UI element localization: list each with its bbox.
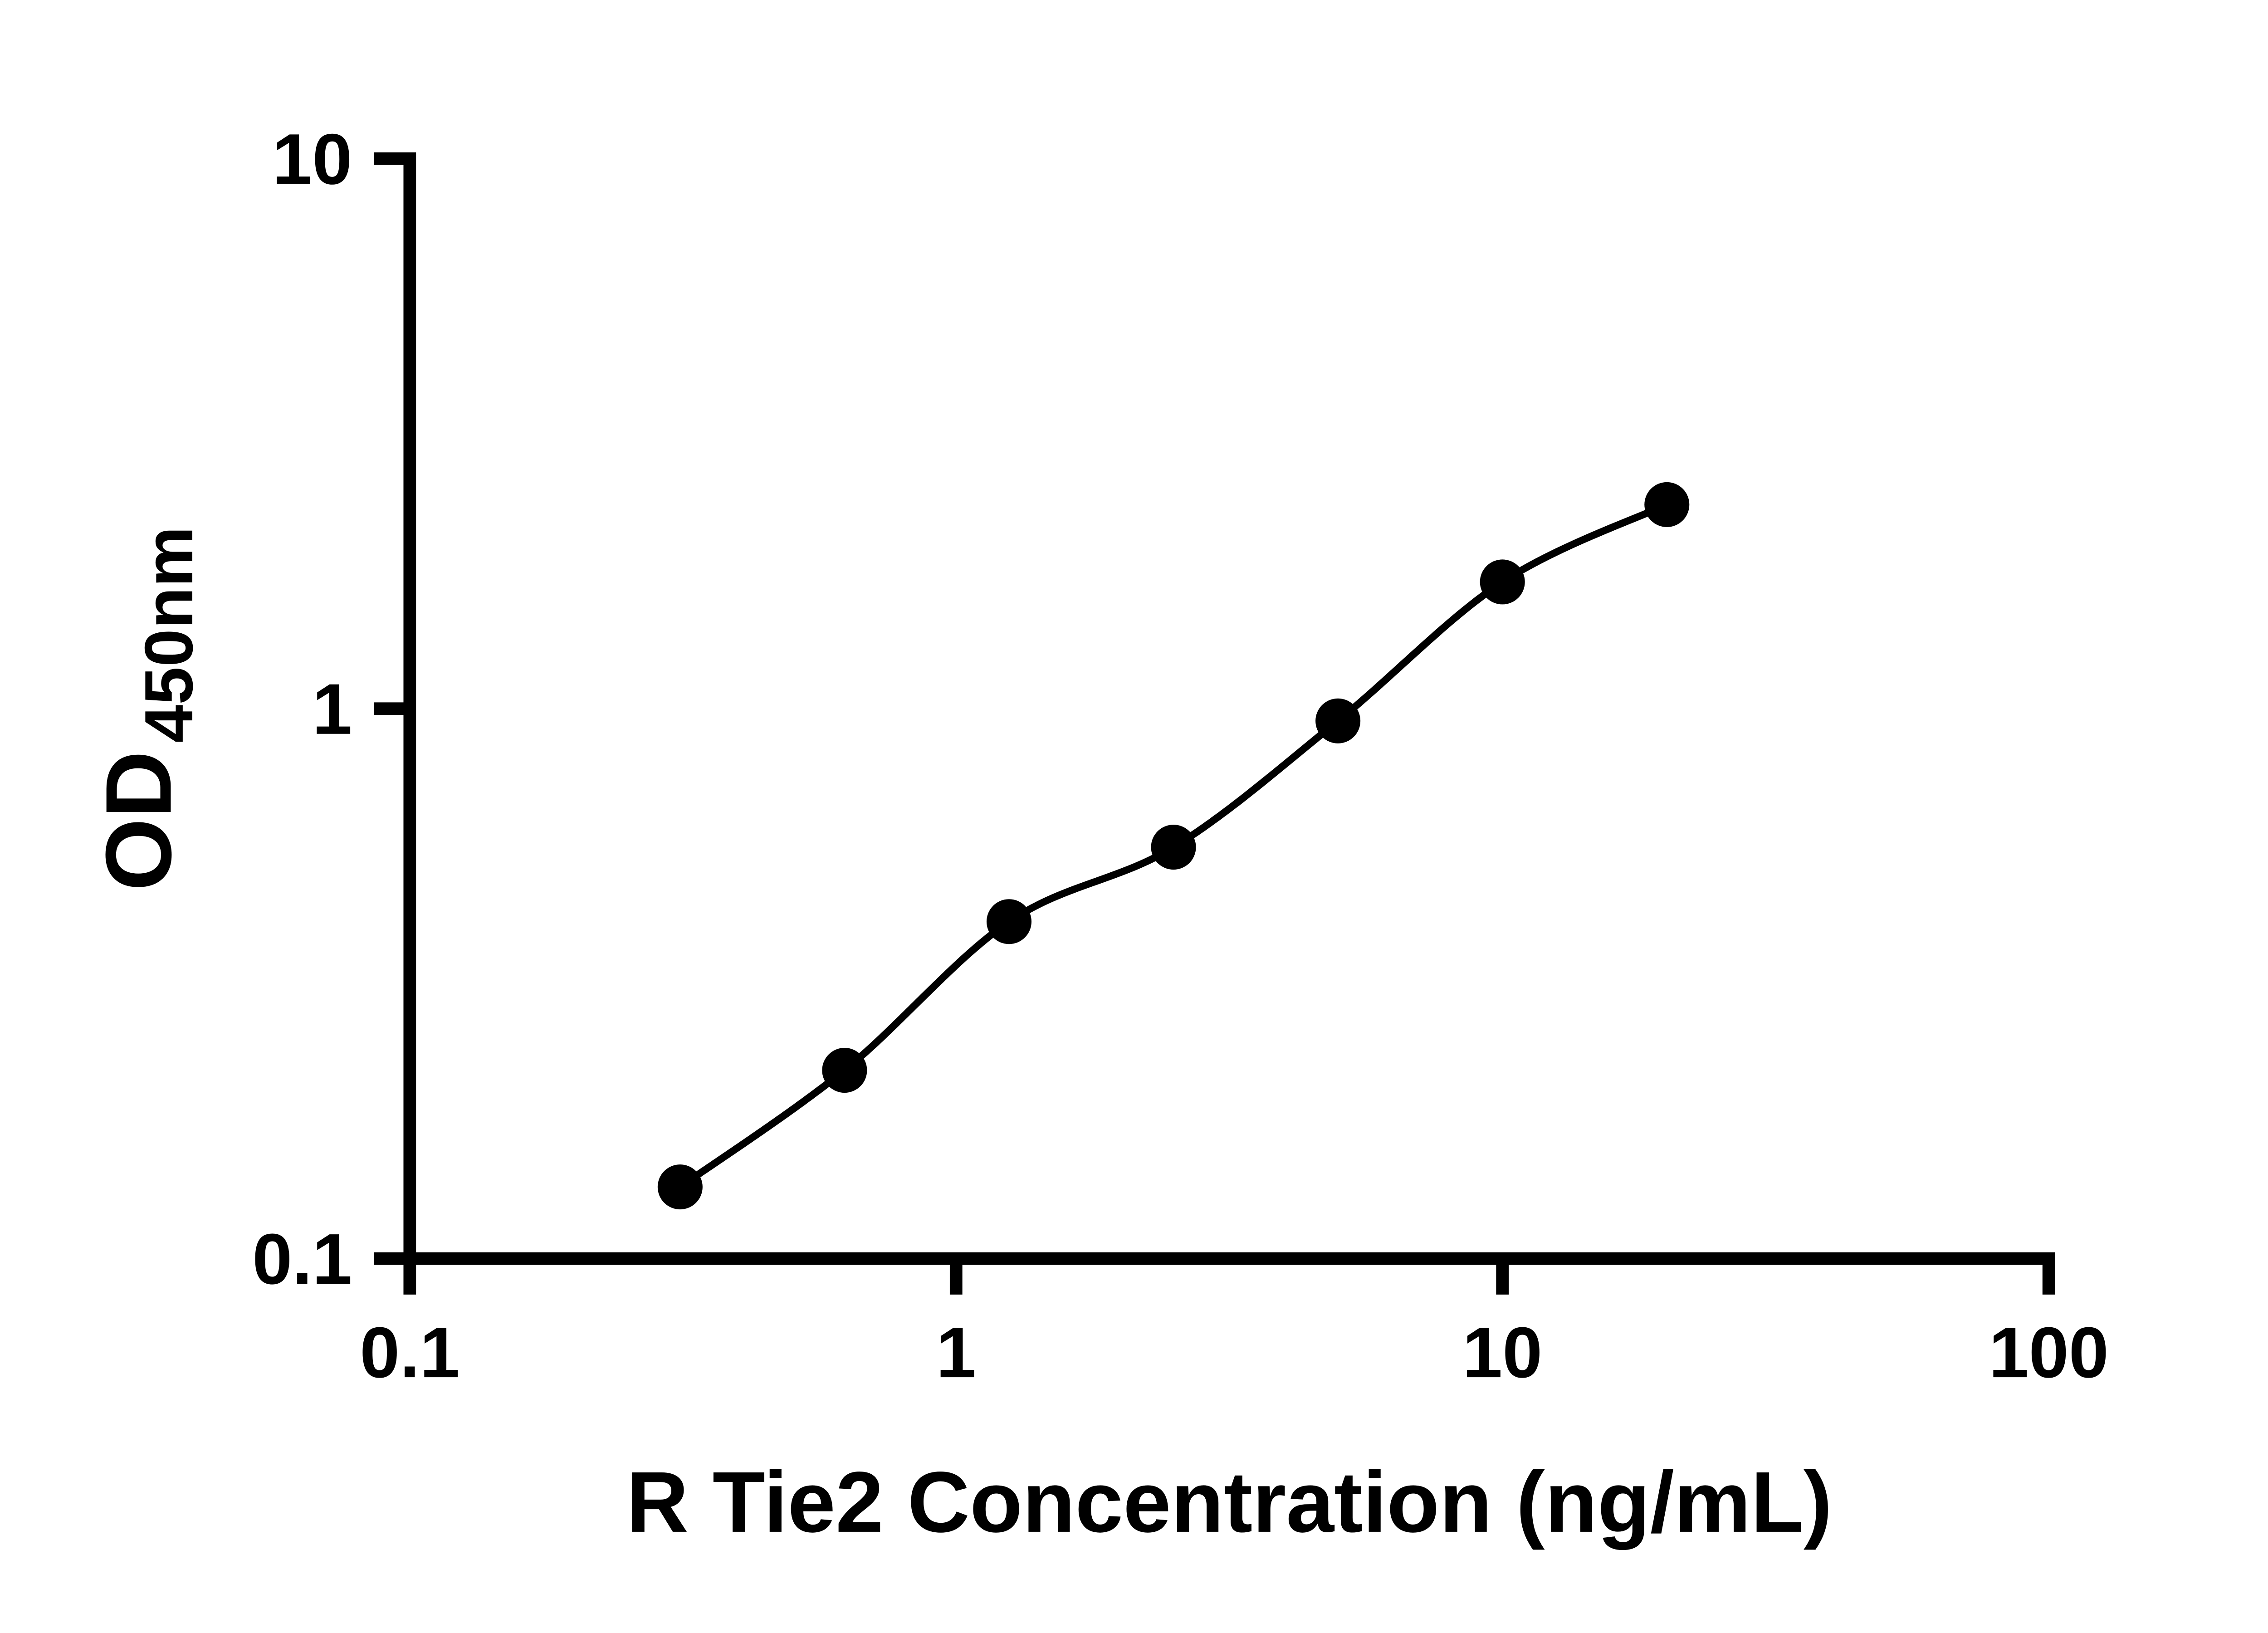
y-axis-title-main: OD bbox=[86, 751, 191, 891]
x-tick-label: 1 bbox=[936, 1312, 976, 1393]
x-tick-label: 100 bbox=[1989, 1312, 2108, 1393]
data-point bbox=[1151, 825, 1196, 870]
x-axis-title: R Tie2 Concentration (ng/mL) bbox=[626, 1454, 1833, 1550]
data-point bbox=[1644, 482, 1690, 527]
y-ticks: 0.1 1 10 bbox=[252, 119, 410, 1299]
data-point bbox=[1480, 559, 1525, 605]
y-axis-title: OD 450nm bbox=[86, 526, 207, 891]
y-tick-label: 1 bbox=[312, 669, 352, 749]
x-ticks: 0.1 1 10 100 bbox=[360, 1258, 2109, 1393]
x-tick-label: 10 bbox=[1462, 1312, 1542, 1393]
data-point bbox=[822, 1047, 867, 1093]
x-tick-label: 0.1 bbox=[360, 1312, 459, 1393]
y-axis-title-sub: 450nm bbox=[131, 526, 207, 743]
data-point bbox=[1315, 698, 1361, 743]
plot-area: 0.1 1 10 100 0.1 1 10 R Tie2 Concentration (n… bbox=[86, 119, 2108, 1550]
data-point bbox=[657, 1164, 703, 1210]
y-tick-label: 0.1 bbox=[252, 1219, 352, 1299]
data-points-group bbox=[657, 482, 1690, 1210]
data-point bbox=[986, 899, 1032, 944]
y-tick-label: 10 bbox=[272, 119, 352, 199]
